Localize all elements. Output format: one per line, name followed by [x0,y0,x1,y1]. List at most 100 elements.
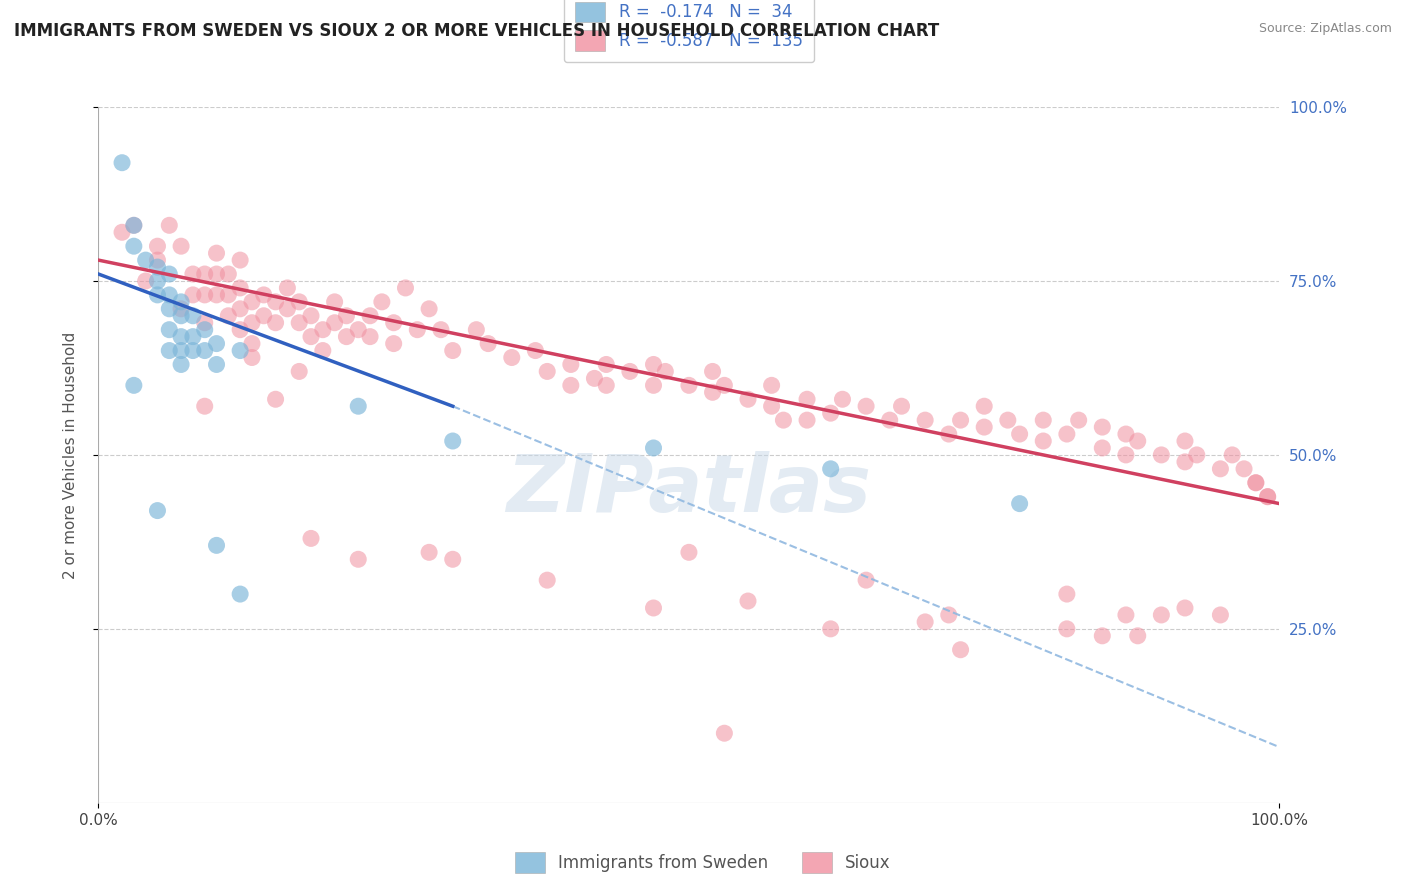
Point [135,253,157,268]
Point [914,615,936,629]
Point [122,239,145,253]
Point [524,343,547,358]
Point [1115,448,1137,462]
Point [181,309,204,323]
Point [146,288,169,302]
Point [1174,601,1197,615]
Point [205,336,228,351]
Point [111,155,134,169]
Point [973,399,995,413]
Point [890,399,912,413]
Point [276,281,298,295]
Point [654,364,676,378]
Point [761,378,783,392]
Point [240,294,263,309]
Point [157,301,180,316]
Point [157,343,180,358]
Point [312,323,335,337]
Point [1209,607,1232,622]
Point [359,309,381,323]
Point [418,301,440,316]
Point [276,301,298,316]
Point [914,413,936,427]
Point [170,329,193,343]
Point [122,219,145,233]
Point [938,427,960,442]
Point [855,399,877,413]
Point [1220,448,1243,462]
Point [973,420,995,434]
Point [146,239,169,253]
Point [702,364,724,378]
Point [560,378,582,392]
Point [264,316,287,330]
Point [477,336,499,351]
Point [536,364,558,378]
Point [441,343,464,358]
Point [170,358,193,372]
Point [288,294,311,309]
Point [713,726,735,740]
Point [240,351,263,365]
Point [194,343,217,358]
Point [1244,475,1267,490]
Point [170,343,193,358]
Point [299,532,322,546]
Point [240,336,263,351]
Point [288,316,311,330]
Point [1032,434,1054,448]
Point [323,294,346,309]
Point [501,351,523,365]
Point [879,413,901,427]
Point [170,239,193,253]
Point [312,343,335,358]
Point [737,594,759,608]
Point [441,434,464,448]
Point [418,545,440,559]
Point [135,274,157,288]
Point [146,253,169,268]
Point [949,413,972,427]
Point [1174,455,1197,469]
Point [146,274,169,288]
Point [1091,441,1114,455]
Point [170,301,193,316]
Point [643,601,665,615]
Point [1185,448,1208,462]
Point [761,399,783,413]
Point [205,358,228,372]
Point [1091,629,1114,643]
Point [949,642,972,657]
Point [253,288,276,302]
Point [465,323,488,337]
Point [205,267,228,281]
Point [111,225,134,239]
Point [122,219,145,233]
Point [122,378,145,392]
Point [229,323,252,337]
Point [217,309,239,323]
Point [347,399,370,413]
Point [820,406,842,420]
Point [299,329,322,343]
Point [347,552,370,566]
Point [796,413,818,427]
Point [264,294,287,309]
Point [583,371,606,385]
Point [205,538,228,552]
Point [820,462,842,476]
Point [253,309,276,323]
Text: IMMIGRANTS FROM SWEDEN VS SIOUX 2 OR MORE VEHICLES IN HOUSEHOLD CORRELATION CHAR: IMMIGRANTS FROM SWEDEN VS SIOUX 2 OR MOR… [14,22,939,40]
Point [194,399,217,413]
Point [831,392,853,407]
Point [181,329,204,343]
Point [1233,462,1256,476]
Point [560,358,582,372]
Point [1008,497,1031,511]
Point [1115,427,1137,442]
Point [146,260,169,274]
Text: ZIPatlas: ZIPatlas [506,450,872,529]
Point [146,503,169,517]
Point [441,552,464,566]
Point [938,607,960,622]
